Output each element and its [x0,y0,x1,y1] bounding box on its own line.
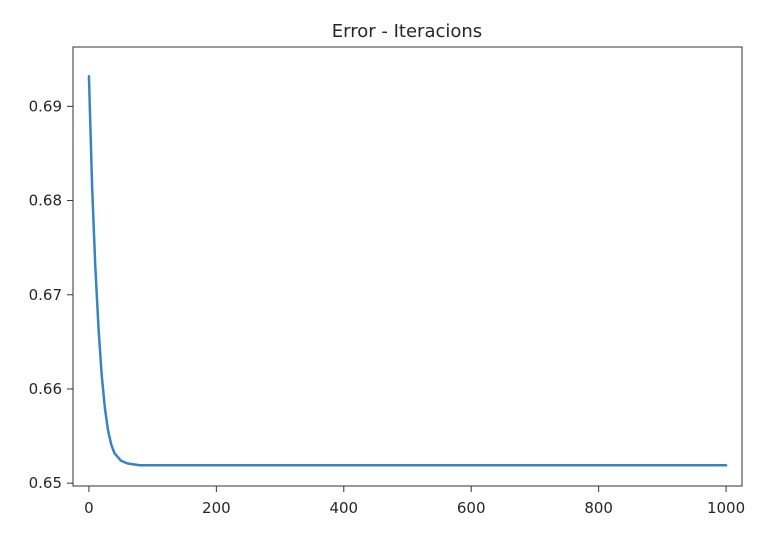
plot-area-frame [72,46,743,487]
y-tick-label: 0.69 [29,97,62,115]
x-axis: 0 200 400 600 800 1000 [84,486,745,517]
x-tick-label: 400 [329,499,358,517]
y-tick-label: 0.65 [29,474,62,492]
x-tick-label: 0 [84,499,94,517]
series-group [87,74,728,467]
x-tick-label: 800 [584,499,613,517]
y-tick-label: 0.68 [29,192,62,210]
x-tick-label: 1000 [707,499,745,517]
x-tick-label: 200 [202,499,231,517]
chart-title: Error - Iteracions [332,21,482,42]
error-series-line [87,74,728,467]
y-tick-label: 0.67 [29,286,62,304]
x-tick-label: 600 [457,499,486,517]
y-axis: 0.65 0.66 0.67 0.68 0.69 [29,97,73,492]
y-tick-label: 0.66 [29,380,62,398]
